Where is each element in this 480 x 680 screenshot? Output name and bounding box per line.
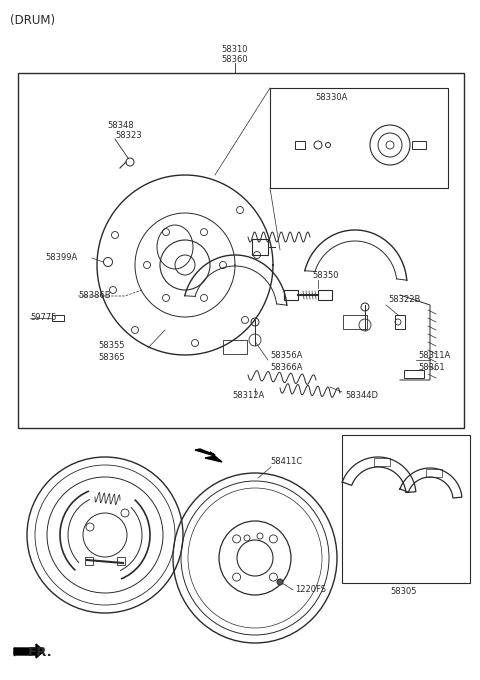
Bar [295,141,305,149]
Text: 58312A: 58312A [232,390,264,400]
Bar [270,88,448,188]
Bar [18,73,464,428]
Bar [343,315,367,329]
Text: 58355: 58355 [98,341,124,350]
Bar [223,340,247,354]
Bar [252,239,268,255]
Text: 58350: 58350 [312,271,338,279]
Text: 58360: 58360 [222,56,248,65]
Bar [52,315,64,321]
Text: 58366A: 58366A [270,362,302,371]
Bar [412,141,426,149]
Text: 58311A: 58311A [418,350,450,360]
Bar [85,557,93,565]
Text: 58330A: 58330A [315,92,348,101]
Bar [374,458,390,466]
Text: 58386B: 58386B [78,292,110,301]
Text: FR.: FR. [28,647,53,660]
Text: 58344D: 58344D [345,390,378,400]
Text: 58322B: 58322B [388,296,420,305]
Text: 58399A: 58399A [45,254,77,262]
Text: 58356A: 58356A [270,350,302,360]
Bar [342,435,470,583]
Text: 58361: 58361 [418,362,444,371]
Text: 58310: 58310 [222,46,248,54]
Text: (DRUM): (DRUM) [10,14,55,27]
Bar [395,315,405,329]
Text: 1220FS: 1220FS [295,585,326,594]
Bar [318,290,332,300]
Bar [404,370,424,378]
Bar [284,290,298,300]
Polygon shape [14,644,44,658]
Circle shape [277,579,283,585]
Text: 58348: 58348 [107,120,133,129]
Text: 58305: 58305 [390,588,417,596]
Bar [426,469,442,477]
Text: 59775: 59775 [30,313,57,322]
Text: 58323: 58323 [115,131,142,141]
Bar [117,557,125,565]
Polygon shape [195,449,222,462]
Text: 58411C: 58411C [270,458,302,466]
Text: 58365: 58365 [98,352,125,362]
